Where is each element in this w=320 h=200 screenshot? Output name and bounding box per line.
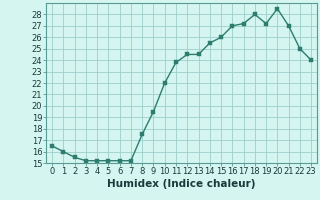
X-axis label: Humidex (Indice chaleur): Humidex (Indice chaleur) bbox=[107, 179, 256, 189]
